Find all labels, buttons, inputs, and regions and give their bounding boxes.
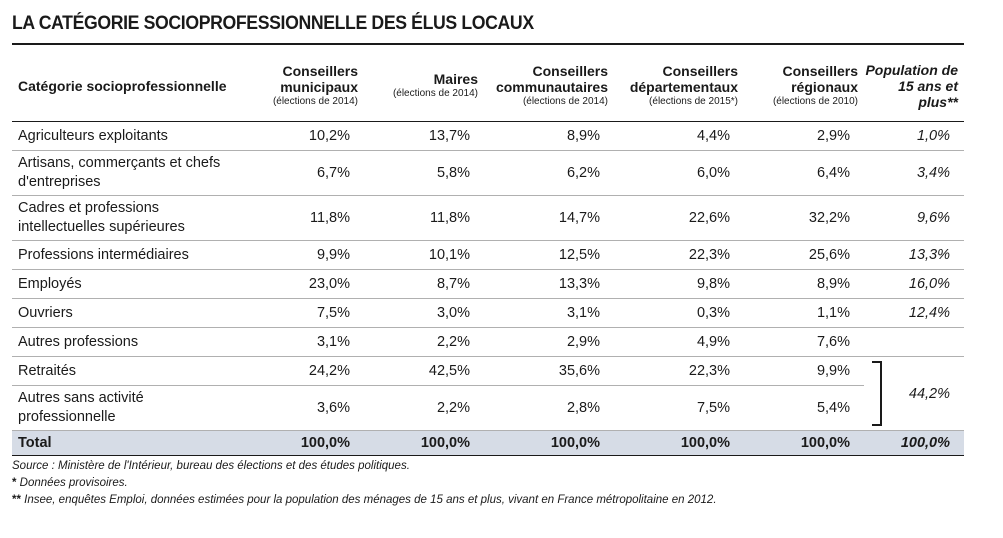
table-row: Professions intermédiaires 9,9% 10,1% 12… — [12, 240, 964, 270]
cell-value: 10,2% — [244, 121, 364, 151]
page-title: LA CATÉGORIE SOCIOPROFESSIONNELLE DES ÉL… — [12, 13, 534, 34]
source-note: Source : Ministère de l'Intérieur, burea… — [12, 460, 410, 472]
row-label: Professions intermédiaires — [12, 240, 244, 270]
cell-value: 5,4% — [744, 385, 864, 431]
header-maires: Maires (élections de 2014) — [364, 51, 484, 122]
header-regionaux: Conseillers régionaux (élections de 2010) — [744, 51, 864, 122]
cell-value: 25,6% — [744, 240, 864, 270]
row-label: Cadres et professions intellectuelles su… — [12, 195, 244, 241]
cell-value: 6,2% — [484, 150, 614, 196]
cell-value: 13,7% — [364, 121, 484, 151]
cell-value: 3,0% — [364, 298, 484, 328]
footnotes: Source : Ministère de l'Intérieur, burea… — [12, 458, 972, 509]
cell-value: 6,0% — [614, 150, 744, 196]
cell-value: 9,9% — [744, 356, 864, 386]
cell-value — [864, 327, 964, 357]
cell-value: 24,2% — [244, 356, 364, 386]
merged-population-value: 44,2% — [908, 385, 950, 402]
cell-value: 42,5% — [364, 356, 484, 386]
row-label: Ouvriers — [12, 298, 244, 328]
cell-value: 5,8% — [364, 150, 484, 196]
header-communautaires: Conseillers communautaires (élections de … — [484, 51, 614, 122]
table-row: Employés 23,0% 8,7% 13,3% 9,8% 8,9% 16,0… — [12, 269, 964, 299]
cell-value: 9,9% — [244, 240, 364, 270]
table-row: Autres professions 3,1% 2,2% 2,9% 4,9% 7… — [12, 327, 964, 357]
cell-value: 6,7% — [244, 150, 364, 196]
footnote-insee: ** Insee, enquêtes Emploi, données estim… — [12, 494, 717, 506]
row-label: Autres professions — [12, 327, 244, 357]
table-row: Ouvriers 7,5% 3,0% 3,1% 0,3% 1,1% 12,4% — [12, 298, 964, 328]
total-value: 100,0% — [484, 430, 614, 456]
cell-value: 22,3% — [614, 356, 744, 386]
cell-value: 0,3% — [614, 298, 744, 328]
header-category: Catégorie socioprofessionnelle — [12, 51, 244, 122]
total-value: 100,0% — [244, 430, 364, 456]
total-row: Total 100,0% 100,0% 100,0% 100,0% 100,0%… — [12, 430, 964, 456]
cell-value: 3,1% — [244, 327, 364, 357]
cell-value: 8,7% — [364, 269, 484, 299]
cell-value: 12,5% — [484, 240, 614, 270]
title-divider — [12, 43, 964, 45]
cell-value: 3,6% — [244, 385, 364, 431]
cell-value: 13,3% — [864, 240, 964, 270]
table-row: Autres sans activité professionnelle 3,6… — [12, 385, 964, 431]
total-value: 100,0% — [744, 430, 864, 456]
cell-value: 22,6% — [614, 195, 744, 241]
cell-value: 6,4% — [744, 150, 864, 196]
cell-value: 7,5% — [614, 385, 744, 431]
row-label: Employés — [12, 269, 244, 299]
cell-value: 35,6% — [484, 356, 614, 386]
cell-value: 7,5% — [244, 298, 364, 328]
cell-value: 3,1% — [484, 298, 614, 328]
cell-value: 9,6% — [864, 195, 964, 241]
cell-value: 11,8% — [244, 195, 364, 241]
cell-value: 1,1% — [744, 298, 864, 328]
footnote-provisional: * Données provisoires. — [12, 477, 128, 489]
cell-value: 10,1% — [364, 240, 484, 270]
cell-value: 12,4% — [864, 298, 964, 328]
cell-value: 8,9% — [744, 269, 864, 299]
data-table: Catégorie socioprofessionnelle Conseille… — [12, 51, 964, 456]
cell-value: 11,8% — [364, 195, 484, 241]
cell-value: 3,4% — [864, 150, 964, 196]
cell-value: 2,8% — [484, 385, 614, 431]
cell-value: 2,2% — [364, 385, 484, 431]
cell-value: 2,9% — [744, 121, 864, 151]
header-departementaux: Conseillers départementaux (élections de … — [614, 51, 744, 122]
row-label: Autres sans activité professionnelle — [12, 385, 244, 431]
total-value: 100,0% — [364, 430, 484, 456]
cell-value: 16,0% — [864, 269, 964, 299]
cell-value: 2,9% — [484, 327, 614, 357]
row-label: Retraités — [12, 356, 244, 386]
total-value: 100,0% — [614, 430, 744, 456]
table-row: Cadres et professions intellectuelles su… — [12, 195, 964, 241]
table-row: Artisans, commerçants et chefs d'entrepr… — [12, 150, 964, 196]
cell-value: 4,4% — [614, 121, 744, 151]
header-row: Catégorie socioprofessionnelle Conseille… — [12, 51, 964, 122]
cell-value: 1,0% — [864, 121, 964, 151]
total-label: Total — [12, 430, 244, 456]
cell-value: 8,9% — [484, 121, 614, 151]
cell-value: 14,7% — [484, 195, 614, 241]
bracket-mark — [872, 361, 882, 426]
merged-population-cell: 44,2% — [864, 356, 964, 431]
cell-value: 2,2% — [364, 327, 484, 357]
total-value: 100,0% — [864, 430, 964, 456]
header-municipaux: Conseillers municipaux (élections de 2014… — [244, 51, 364, 122]
header-population: Population de 15 ans et plus** — [864, 51, 964, 122]
cell-value: 32,2% — [744, 195, 864, 241]
cell-value: 9,8% — [614, 269, 744, 299]
row-label: Artisans, commerçants et chefs d'entrepr… — [12, 150, 244, 196]
cell-value: 4,9% — [614, 327, 744, 357]
cell-value: 22,3% — [614, 240, 744, 270]
row-label: Agriculteurs exploitants — [12, 121, 244, 151]
cell-value: 23,0% — [244, 269, 364, 299]
table-row: Agriculteurs exploitants 10,2% 13,7% 8,9… — [12, 121, 964, 151]
cell-value: 7,6% — [744, 327, 864, 357]
cell-value: 13,3% — [484, 269, 614, 299]
table-row: Retraités 24,2% 42,5% 35,6% 22,3% 9,9% 4… — [12, 356, 964, 431]
